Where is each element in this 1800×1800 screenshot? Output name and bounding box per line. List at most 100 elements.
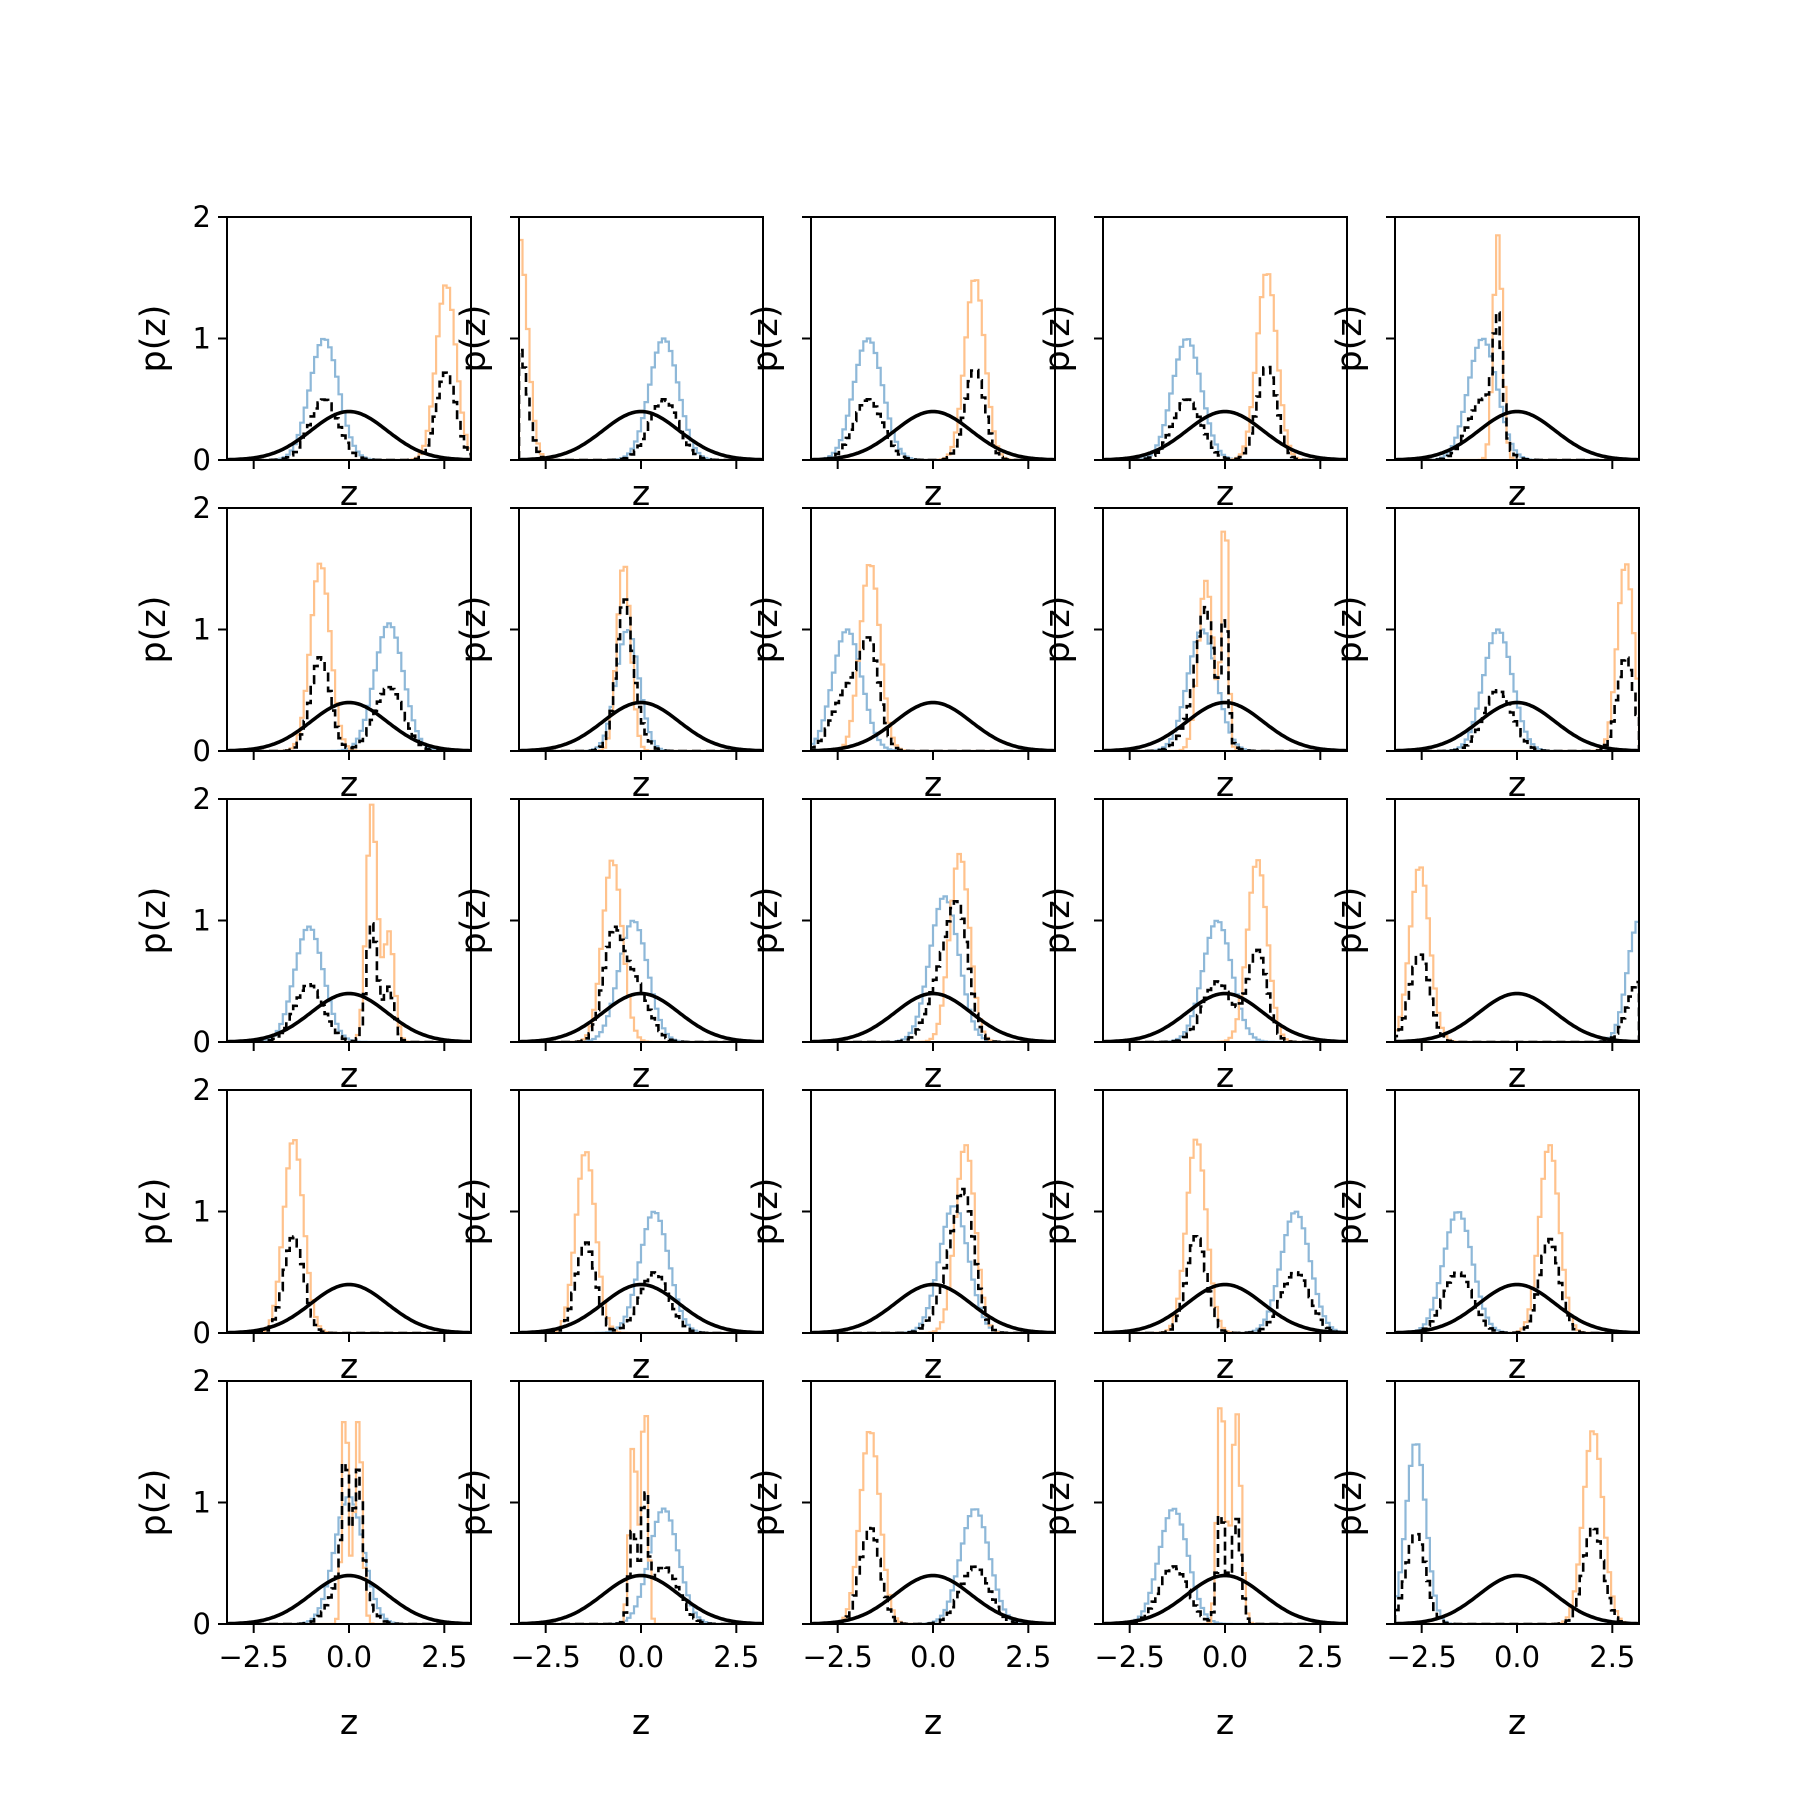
axes-frame [1394, 216, 1640, 461]
y-tick-label: 1 [193, 1486, 211, 1520]
x-axis-label: z [632, 1056, 650, 1096]
prior-curve [811, 1282, 1055, 1333]
x-axis-label: z [924, 765, 942, 805]
prior-curve [227, 1282, 471, 1333]
prior-curve [519, 991, 763, 1042]
y-axis-label: p(z) [134, 596, 174, 664]
x-axis-label: z [924, 1347, 942, 1387]
mixture-histogram [1395, 953, 1639, 1042]
axes-frame [1394, 1089, 1640, 1334]
series-b-histogram [519, 1151, 763, 1333]
y-tick-label: 1 [193, 322, 211, 356]
y-tick-label: 2 [193, 782, 211, 816]
mixture-histogram [227, 371, 471, 460]
subplot-r5-c3: −2.5 0.0 2.5 z p(z) [746, 1380, 1056, 1743]
series-b-histogram [227, 803, 471, 1042]
series-b-histogram [811, 852, 1055, 1042]
x-axis-label: z [632, 1347, 650, 1387]
series-a-histogram [519, 1507, 763, 1624]
series-b-histogram [811, 1144, 1055, 1333]
y-axis-label: p(z) [1038, 887, 1078, 955]
x-axis-label: z [340, 1056, 358, 1096]
subplot-r2-c4: z p(z) [1038, 507, 1348, 805]
prior-curve [811, 1573, 1055, 1624]
y-axis-label: p(z) [1038, 1469, 1078, 1537]
subplot-r5-c2: −2.5 0.0 2.5 z p(z) [454, 1380, 764, 1743]
series-b-histogram [1103, 273, 1347, 460]
y-axis-label: p(z) [1330, 1178, 1370, 1246]
x-axis-label: z [1508, 474, 1526, 514]
x-axis-label: z [1216, 1056, 1234, 1096]
axes-frame [1102, 1089, 1348, 1334]
subplot-r3-c2: z p(z) [454, 798, 764, 1096]
subplot-r2-c3: z p(z) [746, 507, 1056, 805]
y-axis-label: p(z) [454, 596, 494, 664]
series-a-histogram [1103, 338, 1347, 460]
axes-frame [1394, 507, 1640, 752]
series-a-histogram [1103, 1210, 1347, 1333]
mixture-histogram [1103, 1514, 1347, 1624]
x-axis-label: z [924, 474, 942, 514]
y-tick-label: 2 [193, 1073, 211, 1107]
subplot-r1-c2: z p(z) [454, 216, 764, 514]
prior-curve [1395, 991, 1639, 1042]
y-axis-label: p(z) [134, 1178, 174, 1246]
y-axis-label: p(z) [746, 887, 786, 955]
series-b-histogram [227, 284, 471, 460]
x-tick-label: 0.0 [1494, 1640, 1540, 1674]
subplot-r2-c1: 0 1 2 z p(z) [134, 491, 472, 805]
prior-curve [519, 1573, 763, 1624]
series-b-histogram [519, 238, 763, 460]
x-tick-label: 2.5 [713, 1640, 759, 1674]
series-b-histogram [811, 279, 1055, 460]
subplot-r4-c4: z p(z) [1038, 1089, 1348, 1387]
mixture-histogram [227, 922, 471, 1042]
y-axis-label: p(z) [454, 305, 494, 373]
subplot-r3-c4: z p(z) [1038, 798, 1348, 1096]
y-tick-label: 2 [193, 491, 211, 525]
x-axis-label: z [1216, 765, 1234, 805]
y-axis-label: p(z) [1330, 887, 1370, 955]
mixture-histogram [811, 1187, 1055, 1333]
prior-curve [519, 700, 763, 751]
y-tick-label: 0 [193, 1316, 211, 1350]
y-axis-label: p(z) [1330, 596, 1370, 664]
x-axis-label: z [1508, 1703, 1526, 1743]
y-axis-label: p(z) [746, 596, 786, 664]
x-tick-label: 0.0 [618, 1640, 664, 1674]
mixture-histogram [1103, 948, 1347, 1042]
subplot-r3-c1: 0 1 2 z p(z) [134, 782, 472, 1096]
x-tick-label: −2.5 [1094, 1640, 1164, 1674]
x-axis-label: z [1508, 765, 1526, 805]
series-a-histogram [1395, 337, 1639, 460]
subplot-r4-c2: z p(z) [454, 1089, 764, 1387]
x-axis-label: z [924, 1056, 942, 1096]
series-b-histogram [811, 564, 1055, 751]
axes-frame [810, 798, 1056, 1043]
mixture-histogram [1395, 311, 1639, 460]
x-axis-label: z [340, 474, 358, 514]
y-tick-label: 0 [193, 734, 211, 768]
axes-frame [1102, 798, 1348, 1043]
series-b-histogram [1395, 563, 1639, 751]
series-a-histogram [227, 622, 471, 751]
prior-curve [1395, 700, 1639, 751]
series-a-histogram [811, 895, 1055, 1042]
prior-curve [227, 991, 471, 1042]
x-tick-label: 2.5 [1589, 1640, 1635, 1674]
x-axis-label: z [1216, 474, 1234, 514]
series-b-histogram [1103, 1138, 1347, 1333]
mixture-histogram [519, 348, 763, 460]
x-tick-label: −2.5 [510, 1640, 580, 1674]
axes-frame [226, 216, 472, 461]
series-a-histogram [1103, 628, 1347, 751]
subplot-r4-c1: 0 1 2 z p(z) [134, 1073, 472, 1387]
prior-curve [1395, 409, 1639, 460]
series-a-histogram [519, 337, 763, 460]
y-axis-label: p(z) [746, 1469, 786, 1537]
series-b-histogram [519, 859, 763, 1042]
x-axis-label: z [340, 1347, 358, 1387]
prior-curve [811, 700, 1055, 751]
x-axis-label: z [924, 1703, 942, 1743]
